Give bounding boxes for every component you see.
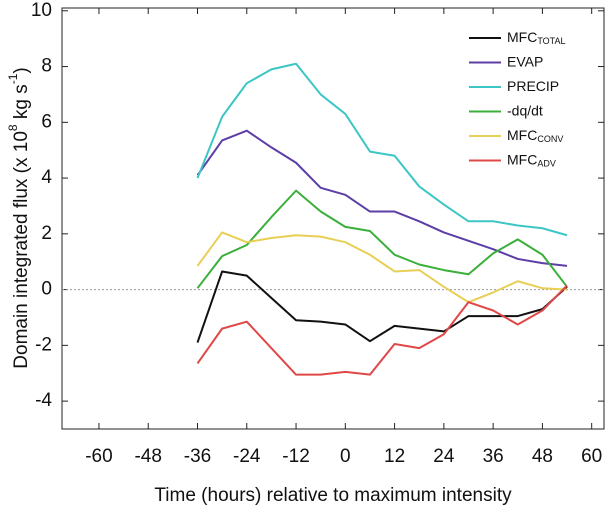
legend-label: MFCCONV xyxy=(507,127,563,145)
series-line xyxy=(196,189,568,289)
x-tick-label: -48 xyxy=(134,446,161,467)
plot-frame xyxy=(61,7,605,430)
series-line xyxy=(196,284,568,376)
y-tick-label: -2 xyxy=(35,334,52,355)
x-tick-label: -24 xyxy=(233,446,261,467)
x-axis-title: Time (hours) relative to maximum intensi… xyxy=(154,485,512,506)
x-tick-label: 48 xyxy=(532,446,553,467)
y-axis-title-part: ) xyxy=(11,67,32,73)
y-tick-label: 8 xyxy=(41,56,52,77)
x-tick-label: -12 xyxy=(282,446,309,467)
legend-subscript: TOTAL xyxy=(537,36,565,46)
legend-name: MFC xyxy=(507,151,537,167)
series-line xyxy=(196,129,568,267)
legend-label: PRECIP xyxy=(507,78,559,94)
legend-name: -dq/dt xyxy=(507,102,543,118)
y-axis-title-part: Domain integrated flux (x 10 xyxy=(11,131,32,369)
x-tick-label: -36 xyxy=(184,446,211,467)
x-tick-label: 12 xyxy=(384,446,405,467)
x-tick-label: 36 xyxy=(483,446,504,467)
y-tick-label: 2 xyxy=(41,223,52,244)
y-tick-label: 6 xyxy=(41,111,52,132)
legend-name: MFC xyxy=(507,29,537,45)
series-line xyxy=(196,270,568,343)
legend-label: MFCADV xyxy=(507,151,556,169)
x-tick-label: 24 xyxy=(433,446,455,467)
series-line xyxy=(196,62,568,237)
y-tick-label: 0 xyxy=(41,279,52,300)
y-axis-title-sup: 8 xyxy=(6,124,20,131)
x-tick-label: 0 xyxy=(340,446,351,467)
y-tick-label: 10 xyxy=(31,0,52,21)
x-tick-label: -60 xyxy=(85,446,112,467)
series-line xyxy=(196,231,568,304)
legend-name: PRECIP xyxy=(507,78,559,94)
legend-subscript: ADV xyxy=(537,159,556,169)
y-tick-label: 4 xyxy=(41,167,52,188)
y-axis-title-sup: -1 xyxy=(6,73,20,84)
x-tick-label: 60 xyxy=(581,446,602,467)
legend-name: EVAP xyxy=(507,53,543,69)
y-axis-title-part: kg s xyxy=(11,84,32,124)
legend-label: MFCTOTAL xyxy=(507,29,566,47)
legend-subscript: CONV xyxy=(537,134,563,144)
legend-label: EVAP xyxy=(507,53,543,69)
y-axis-title: Domain integrated flux (x 108 kg s-1) xyxy=(6,67,32,368)
legend-label: -dq/dt xyxy=(507,102,543,118)
y-tick-label: -4 xyxy=(35,390,52,411)
legend-name: MFC xyxy=(507,127,537,143)
